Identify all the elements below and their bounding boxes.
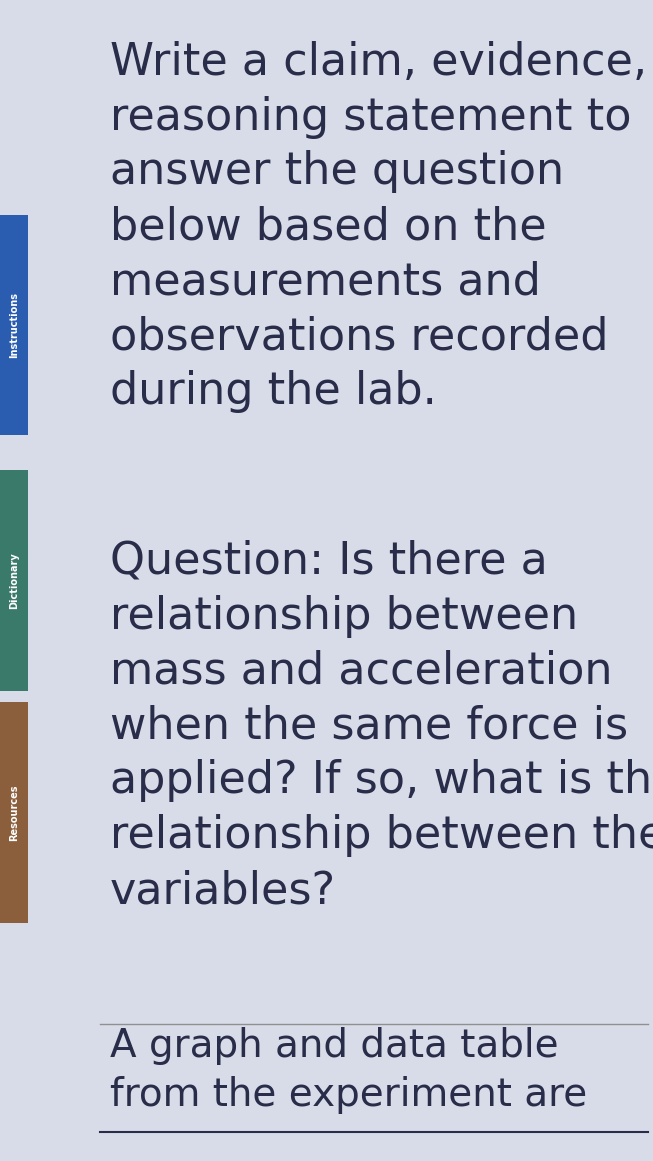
Bar [0,215,28,435]
Text: Resources: Resources [9,785,19,841]
Text: Write a claim, evidence,
reasoning statement to
answer the question
below based : Write a claim, evidence, reasoning state… [110,41,647,413]
Bar [0,702,28,923]
Bar [0,470,28,691]
Text: Question: Is there a
relationship between
mass and acceleration
when the same fo: Question: Is there a relationship betwee… [110,540,653,913]
Text: A graph and data table
from the experiment are: A graph and data table from the experime… [110,1027,587,1115]
Text: Instructions: Instructions [9,293,19,358]
Text: Dictionary: Dictionary [9,553,19,608]
